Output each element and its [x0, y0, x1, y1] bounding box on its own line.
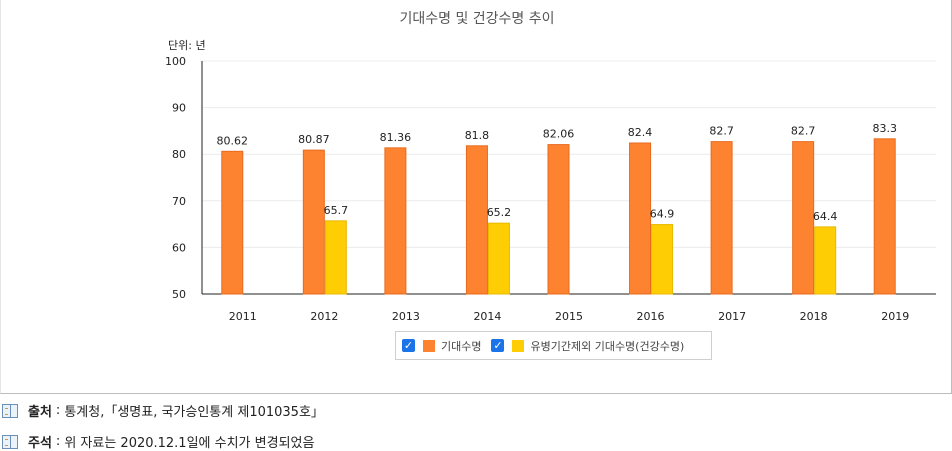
book-icon — [2, 434, 18, 449]
y-tick-label: 50 — [172, 288, 186, 301]
source-row: 출처 : 통계청,「생명표, 국가승인통계 제101035호」 — [2, 401, 324, 420]
source-colon: : — [55, 403, 61, 418]
bar-healthy-life — [651, 224, 674, 295]
bar-life-expectancy — [302, 149, 325, 295]
bar-life-expectancy — [465, 145, 488, 295]
x-tick-label: 2011 — [229, 310, 257, 323]
note-colon: : — [55, 434, 61, 449]
x-tick-label: 2014 — [473, 310, 501, 323]
bar-life-expectancy — [792, 141, 815, 295]
x-tick-label: 2019 — [881, 310, 909, 323]
book-icon — [2, 403, 18, 418]
data-label: 83.3 — [872, 122, 897, 135]
data-label: 82.4 — [628, 126, 653, 139]
y-tick-label: 70 — [172, 195, 186, 208]
bar-life-expectancy — [629, 142, 652, 295]
bar-healthy-life — [324, 220, 347, 295]
source-text: 통계청,「생명표, 국가승인통계 제101035호」 — [64, 405, 324, 420]
y-tick-label: 80 — [172, 148, 186, 161]
source-label: 출처 — [28, 405, 52, 420]
x-tick-label: 2018 — [800, 310, 828, 323]
bar-life-expectancy — [710, 141, 733, 295]
data-label: 81.36 — [380, 131, 412, 144]
bar-healthy-life — [487, 222, 510, 295]
legend-item-series2[interactable]: ✓ 유병기간제외 기대수명(건강수명) — [491, 338, 684, 354]
data-label: 65.2 — [487, 206, 512, 219]
x-tick-label: 2015 — [555, 310, 583, 323]
note-row: 주석 : 위 자료는 2020.12.1일에 수치가 변경되었음 — [2, 432, 314, 451]
chart-legend: ✓ 기대수명 ✓ 유병기간제외 기대수명(건강수명) — [395, 331, 712, 360]
bar-life-expectancy — [221, 150, 244, 295]
data-label: 80.87 — [298, 133, 330, 146]
legend-label-series2: 유병기간제외 기대수명(건강수명) — [530, 339, 685, 353]
bar-life-expectancy — [384, 147, 407, 295]
legend-item-series1[interactable]: ✓ 기대수명 — [402, 338, 481, 354]
x-tick-label: 2016 — [637, 310, 665, 323]
checkbox-checked-icon[interactable]: ✓ — [402, 339, 415, 352]
legend-label-series1: 기대수명 — [441, 339, 482, 353]
data-label: 65.7 — [324, 204, 349, 217]
checkbox-checked-icon[interactable]: ✓ — [491, 339, 505, 352]
legend-swatch-series2 — [512, 339, 525, 352]
chart-title: 기대수명 및 건강수명 추이 — [399, 11, 555, 27]
data-label: 80.62 — [217, 134, 249, 147]
bar-healthy-life — [814, 226, 837, 295]
note-text: 위 자료는 2020.12.1일에 수치가 변경되었음 — [64, 436, 315, 451]
x-tick-label: 2017 — [718, 310, 746, 323]
y-tick-label: 90 — [172, 102, 186, 115]
data-label: 82.7 — [791, 125, 816, 138]
note-label: 주석 — [28, 436, 52, 451]
unit-label: 단위: 년 — [168, 39, 206, 52]
y-tick-label: 60 — [172, 241, 186, 254]
bar-life-expectancy — [547, 144, 570, 295]
x-tick-label: 2013 — [392, 310, 420, 323]
bar-life-expectancy — [873, 138, 896, 295]
x-tick-label: 2012 — [310, 310, 338, 323]
data-label: 64.9 — [650, 208, 675, 221]
y-tick-label: 100 — [165, 55, 186, 68]
chart-container: 기대수명 및 건강수명 추이 단위: 년 50 60 70 80 90 100 2011 80… — [0, 0, 952, 394]
bar-chart: 50 60 70 80 90 100 2011 80.62 2012 80.87 65.7 2013 8… — [165, 55, 936, 323]
legend-swatch-series1 — [423, 339, 435, 352]
data-label: 82.7 — [709, 125, 734, 138]
data-label: 64.4 — [813, 210, 838, 223]
data-label: 82.06 — [543, 128, 575, 141]
data-label: 81.8 — [465, 129, 490, 142]
